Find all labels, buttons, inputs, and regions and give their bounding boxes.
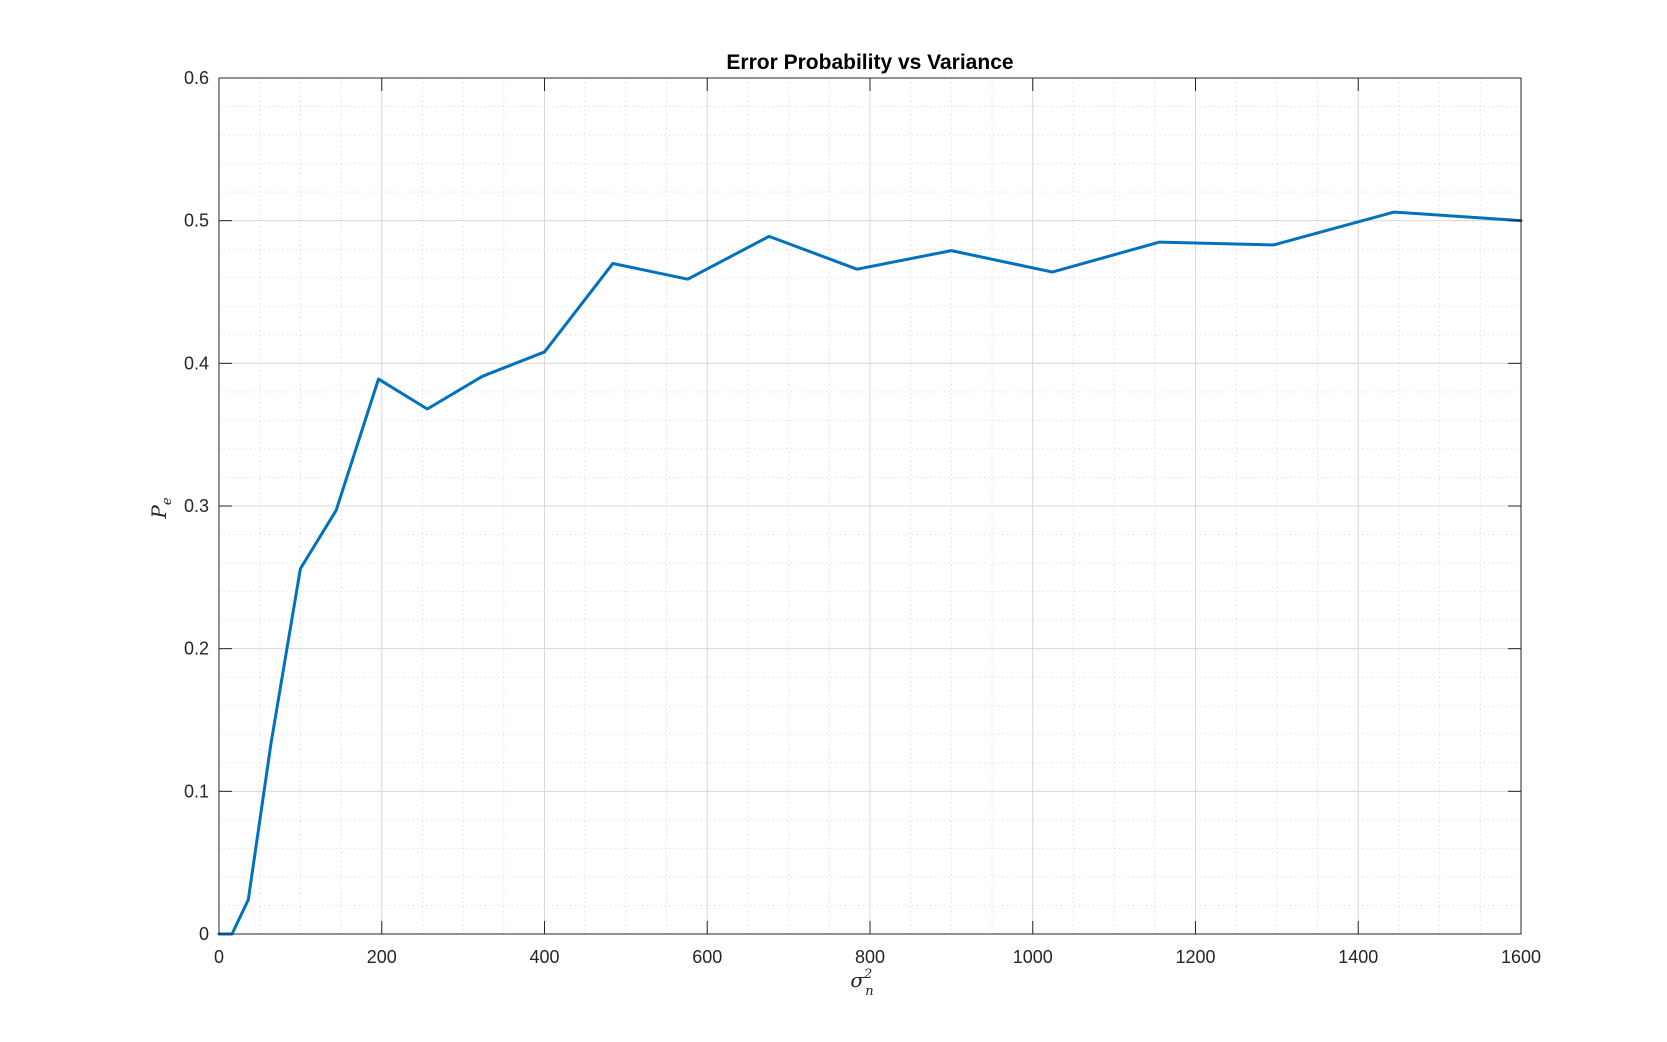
- y-tick-label: 0.4: [184, 353, 209, 373]
- x-tick-label: 200: [367, 947, 397, 967]
- y-tick-label: 0.5: [184, 211, 209, 231]
- y-axis-label: Pe: [147, 497, 175, 519]
- x-axis-label-sub: n: [865, 984, 873, 999]
- major-grid: [218, 77, 1522, 935]
- y-axis-label-base: P: [147, 505, 171, 520]
- y-axis-label-sub: e: [160, 497, 175, 505]
- x-tick-label: 1200: [1175, 947, 1215, 967]
- y-tick-label: 0.6: [184, 68, 209, 88]
- x-axis-label-sup: 2: [863, 967, 872, 982]
- chart-title: Error Probability vs Variance: [726, 51, 1013, 74]
- x-tick-label: 400: [529, 947, 559, 967]
- y-tick-label: 0.1: [184, 781, 209, 801]
- tick-marks: [218, 77, 1522, 935]
- x-tick-labels: 0 200 400 600 800 1000 1200 1400 1600: [214, 947, 1541, 967]
- x-axis-label-base: σ: [850, 968, 865, 992]
- y-tick-label: 0: [199, 924, 209, 944]
- x-tick-label: 1000: [1013, 947, 1053, 967]
- x-tick-label: 1400: [1338, 947, 1378, 967]
- series-layer: [217, 210, 1523, 936]
- y-tick-label: 0.2: [184, 639, 209, 659]
- y-tick-labels: 0 0.1 0.2 0.3 0.4 0.5 0.6: [184, 68, 209, 944]
- y-tick-label: 0.3: [184, 496, 209, 516]
- x-tick-label: 800: [855, 947, 885, 967]
- x-tick-label: 1600: [1501, 947, 1541, 967]
- x-tick-label: 600: [692, 947, 722, 967]
- x-axis-label: σ2 n: [850, 967, 873, 999]
- x-tick-label: 0: [214, 947, 224, 967]
- series-line: [217, 210, 1523, 936]
